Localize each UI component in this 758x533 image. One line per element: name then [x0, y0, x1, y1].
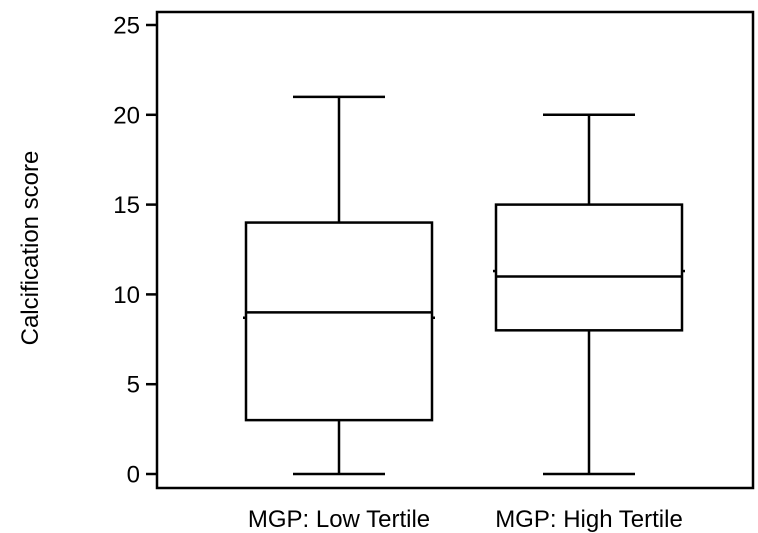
y-axis-title: Calcification score: [17, 151, 44, 346]
y-tick-label: 15: [113, 192, 140, 219]
y-tick-label: 10: [113, 282, 140, 309]
y-tick-label: 0: [127, 462, 140, 489]
box-low-tertile: [243, 95, 435, 476]
y-tick-label: 5: [127, 372, 140, 399]
y-axis-ticks: 0 5 10 15 20 25: [113, 13, 157, 489]
interquartile-box: [494, 203, 684, 332]
y-tick-label: 25: [113, 13, 140, 40]
box-series: [243, 95, 685, 476]
interquartile-box: [244, 221, 434, 422]
x-category-label: MGP: High Tertile: [495, 506, 683, 533]
plot-frame: [155, 10, 755, 490]
x-axis-tick-labels: MGP: Low Tertile MGP: High Tertile: [248, 506, 683, 533]
x-category-label: MGP: Low Tertile: [248, 506, 430, 533]
box-high-tertile: [493, 113, 685, 476]
y-tick-label: 20: [113, 102, 140, 129]
